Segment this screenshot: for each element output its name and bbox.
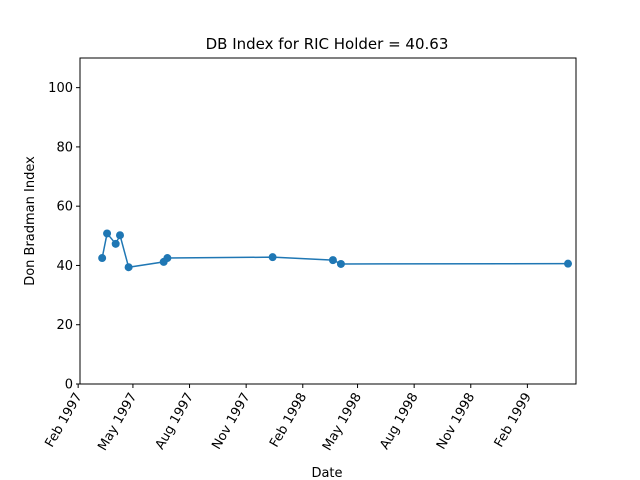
x-tick-label: Feb 1997	[43, 391, 86, 451]
x-axis: Feb 1997 May 1997 Aug 1997 Nov 1997 Feb 1998…	[43, 384, 535, 454]
data-point	[564, 259, 572, 268]
x-tick-label: Nov 1998	[434, 391, 478, 453]
y-tick-label: 100	[48, 81, 73, 96]
data-point	[336, 259, 345, 268]
y-tick-label: 60	[56, 200, 73, 215]
data-point	[328, 256, 337, 265]
x-tick-label: Feb 1999	[492, 391, 535, 451]
x-tick-label: Aug 1998	[377, 391, 421, 453]
y-tick-label: 0	[65, 378, 73, 393]
y-tick-label: 20	[56, 318, 73, 333]
y-axis: 0 20 40 60 80 100	[48, 81, 80, 393]
data-point	[163, 254, 172, 263]
x-tick-label: Nov 1997	[209, 391, 253, 453]
x-tick-label: Feb 1998	[267, 391, 310, 451]
data-point	[98, 254, 107, 263]
plot-frame	[79, 57, 577, 385]
data-point	[268, 253, 277, 262]
chart-title: DB Index for RIC Holder = 40.63	[206, 35, 449, 53]
data-point	[124, 263, 133, 272]
y-tick-label: 80	[56, 140, 73, 155]
series-layer	[98, 229, 572, 272]
x-tick-label: May 1998	[320, 391, 365, 454]
x-tick-label: Aug 1997	[153, 391, 197, 453]
x-tick-label: May 1997	[95, 391, 140, 454]
x-axis-label: Date	[311, 466, 342, 480]
data-point	[111, 239, 120, 248]
y-tick-label: 40	[56, 259, 73, 274]
data-point	[103, 229, 112, 238]
data-point	[116, 231, 124, 240]
y-axis-label: Don Bradman Index	[23, 156, 38, 286]
